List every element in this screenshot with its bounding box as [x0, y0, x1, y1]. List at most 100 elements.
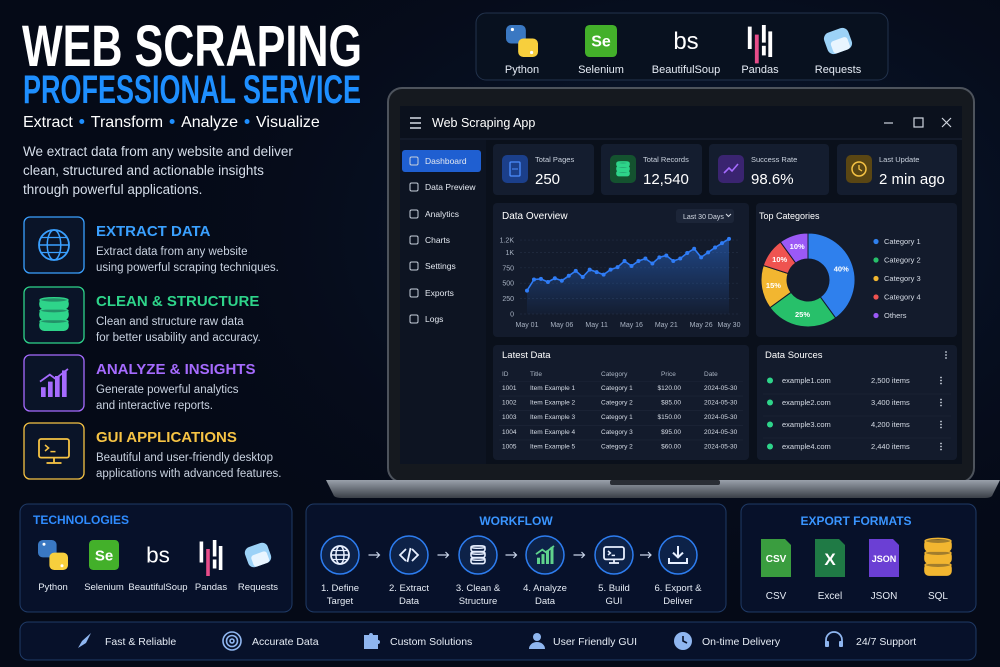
more-icon: [940, 420, 942, 423]
stat-value: 250: [535, 171, 560, 188]
stat-label: Success Rate: [751, 155, 797, 164]
tagline-dot: [79, 119, 85, 124]
nav-item: Data Preview: [425, 182, 476, 192]
step-label: 4. Analyze: [523, 583, 567, 594]
more-icon: [940, 379, 942, 382]
data-point: [545, 279, 550, 284]
icon: [406, 547, 412, 563]
legend-swatch: [873, 275, 879, 282]
column-header: Price: [661, 371, 676, 378]
icon: [509, 161, 521, 177]
data-point: [643, 256, 648, 261]
line-area: [527, 238, 729, 314]
dropdown-chevron: [725, 213, 732, 218]
data-point: [713, 245, 718, 250]
python-icon: [42, 542, 46, 546]
table-cell: Category 2: [601, 400, 633, 407]
more-icon: [945, 357, 947, 359]
source-count: 3,400 items: [871, 398, 910, 407]
data-point: [657, 255, 662, 260]
slice-label: 15%: [766, 281, 781, 290]
description: clean, structured and actionable insight…: [23, 163, 264, 178]
pandas-icon: [754, 34, 759, 64]
y-tick-label: 750: [502, 265, 514, 272]
service-text: and interactive reports.: [96, 400, 213, 412]
icon: [682, 636, 688, 644]
step-label: Deliver: [663, 596, 693, 607]
step-arrow: [368, 551, 381, 559]
step-arrow: [573, 551, 586, 559]
legend-swatch: [873, 294, 879, 300]
more-icon: [940, 445, 942, 448]
source-name: example4.com: [782, 442, 831, 451]
nav-icon: [409, 261, 419, 271]
column-header: Title: [530, 371, 542, 378]
icon-text: bs: [673, 28, 698, 55]
table-cell: 1004: [502, 429, 517, 436]
data-point: [615, 265, 620, 270]
data-point: [573, 268, 578, 273]
icon: [55, 376, 60, 397]
y-tick-label: 1.2K: [500, 238, 515, 245]
step-label: 6. Export &: [655, 583, 703, 594]
icon: [672, 551, 684, 559]
service-text: using powerful scraping techniques.: [96, 262, 279, 274]
table-cell: 2024-05-30: [704, 400, 738, 407]
requests-icon: [830, 37, 850, 54]
table-cell: 1003: [502, 414, 517, 421]
pandas-icon: [218, 546, 223, 570]
tool-name: Requests: [815, 64, 862, 76]
feature-label: Custom Solutions: [390, 636, 472, 648]
range-label: Last 30 Days: [683, 214, 724, 221]
x-tick-label: May 21: [655, 322, 678, 329]
file-icon: [869, 539, 899, 577]
column-header: Date: [704, 371, 718, 378]
icon: [222, 631, 242, 651]
icon: [616, 161, 630, 165]
data-point: [622, 259, 627, 264]
source-name: example2.com: [782, 398, 831, 407]
sidebar: [400, 140, 486, 464]
table-cell: 2024-05-30: [704, 443, 738, 450]
table-cell: 2024-05-30: [704, 414, 738, 421]
requests-icon: [251, 551, 270, 567]
tools-panel: [475, 12, 889, 81]
latest-panel: [493, 345, 749, 460]
icon: [541, 554, 545, 564]
laptop-base: [326, 480, 1000, 498]
icon-text: JSON: [872, 554, 897, 564]
status-dot: [767, 443, 773, 450]
slice-label: 40%: [834, 265, 849, 274]
status-dot: [767, 421, 773, 428]
tool-icon: [585, 25, 617, 57]
stat-label: Last Update: [879, 155, 919, 164]
legend-label: Category 1: [884, 237, 921, 246]
table-cell: 1005: [502, 443, 517, 450]
export-name: SQL: [928, 591, 948, 602]
nav-item: Charts: [425, 235, 450, 245]
step-label: 1. Define: [321, 583, 359, 594]
data-point: [566, 273, 571, 278]
stat-label: Total Pages: [535, 155, 574, 164]
nav-item: Logs: [425, 314, 443, 324]
icon: [924, 537, 952, 545]
stat-value: 98.6%: [751, 171, 794, 188]
icon: [839, 641, 843, 647]
more-icon: [940, 442, 942, 445]
more-icon: [940, 398, 942, 401]
icon: [607, 550, 612, 556]
icon: [44, 444, 50, 452]
pandas-icon: [206, 549, 210, 576]
section-title: EXPORT FORMATS: [800, 514, 911, 528]
data-point: [594, 270, 599, 275]
laptop-notch: [610, 480, 720, 485]
stat-label: Total Records: [643, 155, 689, 164]
feature-label: Fast & Reliable: [105, 636, 176, 648]
python-icon: [49, 552, 68, 570]
technologies-panel: [19, 503, 293, 613]
service-title: GUI APPLICATIONS: [96, 429, 237, 446]
data-point: [636, 259, 641, 264]
tagline-item: Visualize: [256, 114, 320, 131]
table-cell: Category 1: [601, 414, 633, 421]
